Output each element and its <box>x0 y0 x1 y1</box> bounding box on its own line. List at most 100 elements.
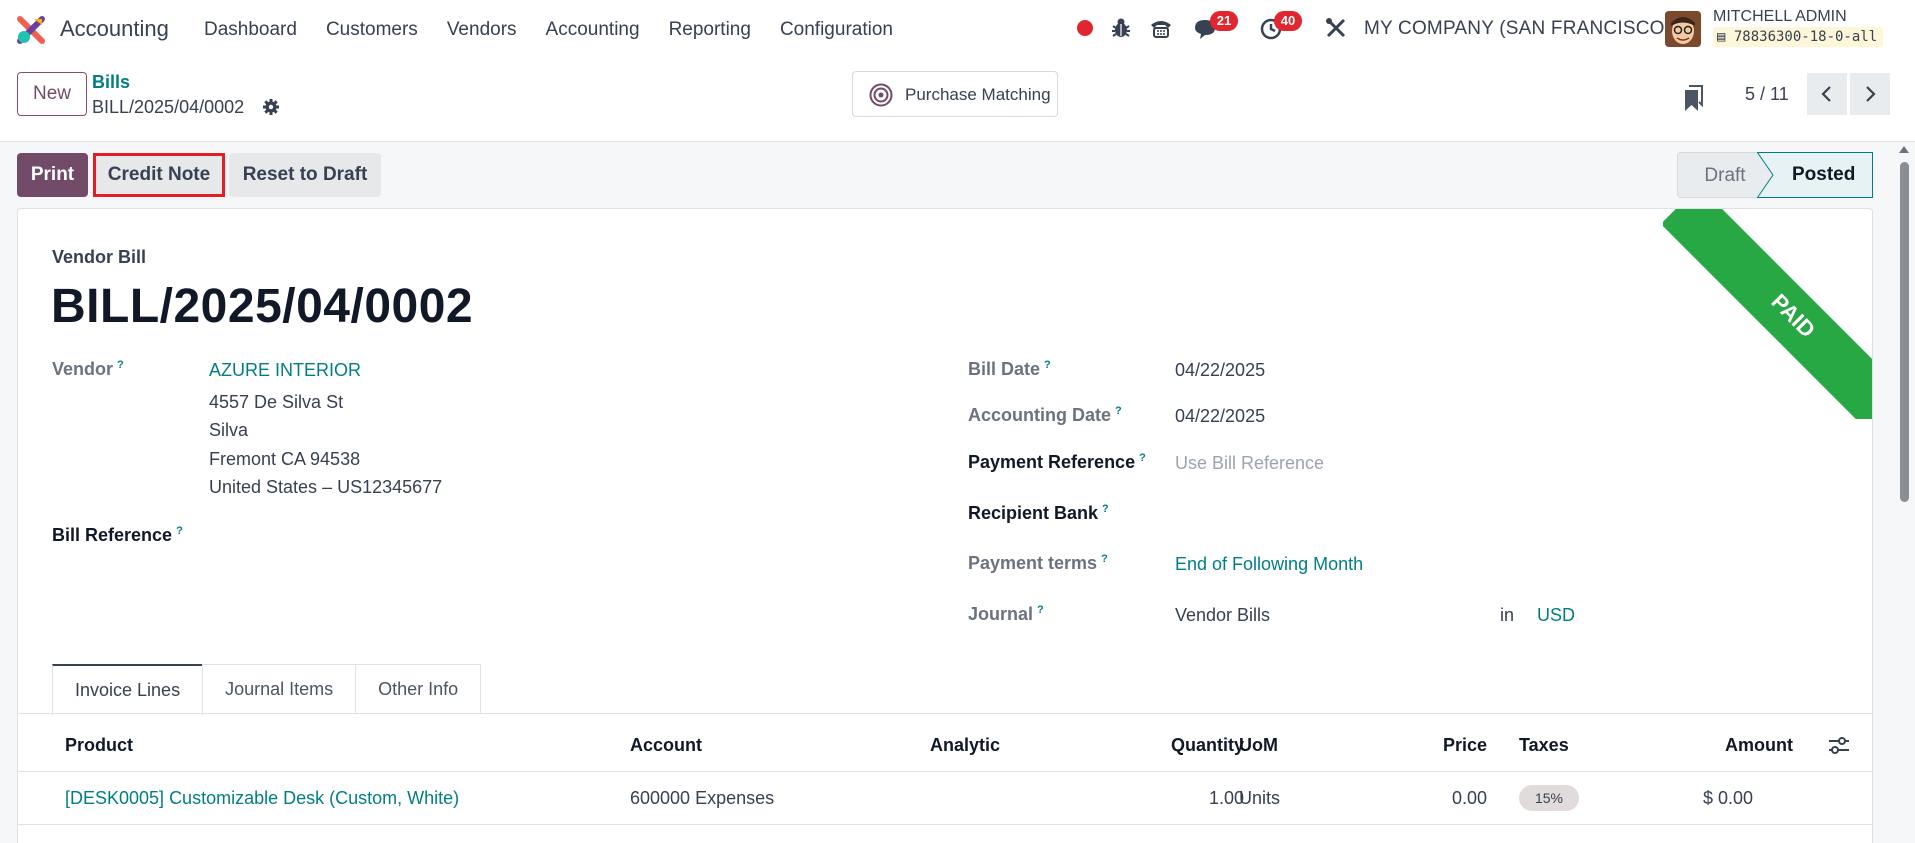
line-account[interactable]: 600000 Expenses <box>630 788 775 808</box>
scrollbar-thumb[interactable] <box>1900 162 1909 502</box>
vendor-label: Vendor? <box>52 359 124 380</box>
database-icon: ▤ <box>1717 29 1734 45</box>
scroll-up-arrow-icon[interactable] <box>1899 146 1909 153</box>
accounting-date-label-text: Accounting Date <box>968 405 1112 425</box>
user-avatar[interactable] <box>1665 11 1701 47</box>
tab-other-info[interactable]: Other Info <box>355 664 482 714</box>
journal-field[interactable]: Vendor Bills <box>1175 605 1271 625</box>
vendor-field[interactable]: AZURE INTERIOR <box>209 360 362 380</box>
phone-icon[interactable] <box>1148 15 1174 41</box>
line-price[interactable]: 0.00 <box>1451 788 1487 808</box>
journal-in-text: in <box>1500 605 1515 625</box>
menu-reporting[interactable]: Reporting <box>668 19 751 40</box>
help-icon[interactable]: ? <box>1115 405 1122 417</box>
database-name-badge: ▤ 78836300-18-0-all <box>1713 27 1884 47</box>
column-uom[interactable]: UoM <box>1239 735 1278 755</box>
tab-journal-items[interactable]: Journal Items <box>202 664 357 714</box>
line-amount: $ 0.00 <box>1702 788 1753 808</box>
new-button[interactable]: New <box>17 72 87 116</box>
line-product[interactable]: [DESK0005] Customizable Desk (Custom, Wh… <box>65 788 460 808</box>
vendor-address-line: Silva <box>209 420 249 440</box>
recipient-bank-label-text: Recipient Bank <box>968 503 1099 523</box>
column-price[interactable]: Price <box>1442 735 1487 755</box>
pager-value[interactable]: 5 / 11 <box>1745 84 1789 104</box>
column-account[interactable]: Account <box>630 735 702 755</box>
status-posted[interactable]: Posted <box>1757 152 1873 198</box>
chevron-left-icon <box>1821 86 1831 102</box>
accounting-app-icon[interactable] <box>16 15 46 45</box>
currency-field[interactable]: USD <box>1537 605 1576 625</box>
menu-configuration[interactable]: Configuration <box>779 19 893 40</box>
column-taxes[interactable]: Taxes <box>1519 735 1569 755</box>
breadcrumb-current: BILL/2025/04/0002 <box>92 97 245 117</box>
bug-icon[interactable] <box>1108 15 1134 41</box>
help-icon[interactable]: ? <box>1037 604 1044 616</box>
tools-icon[interactable] <box>1323 15 1349 41</box>
company-switcher[interactable]: MY COMPANY (SAN FRANCISCO) <box>1364 18 1672 39</box>
ribbon-band <box>1663 209 1872 419</box>
accounting-date-field[interactable]: 04/22/2025 <box>1175 406 1266 426</box>
paid-ribbon: PAID <box>1663 209 1872 419</box>
menu-customers[interactable]: Customers <box>325 19 418 40</box>
recipient-bank-input[interactable] <box>1175 499 1675 529</box>
bill-date-field[interactable]: 04/22/2025 <box>1175 360 1266 380</box>
line-quantity[interactable]: 1.00 <box>1208 788 1244 808</box>
help-icon[interactable]: ? <box>117 359 124 371</box>
bill-date-label-text: Bill Date <box>968 359 1041 379</box>
help-icon[interactable]: ? <box>1102 503 1109 515</box>
tabs-divider <box>18 713 1872 714</box>
line-tax-badge[interactable]: 15% <box>1519 785 1579 811</box>
column-amount[interactable]: Amount <box>1725 735 1793 755</box>
menu-vendors[interactable]: Vendors <box>446 19 517 40</box>
activities-count-badge: 40 <box>1274 11 1302 31</box>
bill-reference-input[interactable] <box>209 521 769 551</box>
app-name[interactable]: Accounting <box>60 16 169 41</box>
pager-next-button[interactable] <box>1850 73 1890 115</box>
column-settings-icon[interactable] <box>1828 736 1850 756</box>
menu-dashboard[interactable]: Dashboard <box>204 19 297 40</box>
attachment-bookmark-icon[interactable] <box>1682 83 1706 113</box>
column-analytic[interactable]: Analytic <box>930 735 1001 755</box>
bill-date-label: Bill Date? <box>968 359 1051 380</box>
user-name[interactable]: MITCHELL ADMIN <box>1713 8 1847 25</box>
help-icon[interactable]: ? <box>1139 452 1146 464</box>
notebook-tabs: Invoice Lines Journal Items Other Info <box>52 664 482 715</box>
recording-indicator-icon[interactable] <box>1077 20 1093 36</box>
line-uom[interactable]: Units <box>1239 788 1281 808</box>
target-icon <box>869 83 893 107</box>
bill-reference-label: Bill Reference? <box>52 525 183 546</box>
reset-to-draft-button[interactable]: Reset to Draft <box>229 153 381 197</box>
journal-label: Journal? <box>968 604 1044 625</box>
purchase-matching-button[interactable]: Purchase Matching <box>852 71 1058 117</box>
control-panel: New Bills BILL/2025/04/0002 Purchase Mat… <box>0 58 1915 142</box>
payment-terms-label-text: Payment terms <box>968 553 1098 573</box>
help-icon[interactable]: ? <box>1101 553 1108 565</box>
credit-note-button[interactable]: Credit Note <box>93 153 225 197</box>
journal-label-text: Journal <box>968 604 1034 624</box>
database-name: 78836300-18-0-all <box>1733 29 1878 45</box>
document-type: Vendor Bill <box>52 247 147 267</box>
row-divider <box>18 824 1872 825</box>
pager-previous-button[interactable] <box>1807 73 1847 115</box>
help-icon[interactable]: ? <box>176 525 183 537</box>
payment-terms-field[interactable]: End of Following Month <box>1175 554 1364 574</box>
accounting-date-label: Accounting Date? <box>968 405 1122 426</box>
help-icon[interactable]: ? <box>1044 359 1051 371</box>
column-product[interactable]: Product <box>65 735 134 755</box>
vendor-address-line: 4557 De Silva St <box>209 392 344 412</box>
form-sheet: PAID Vendor Bill BILL/2025/04/0002 Vendo… <box>17 208 1873 843</box>
status-arrow-shape <box>1757 152 1873 198</box>
gear-icon[interactable] <box>262 98 280 116</box>
main-menu: Dashboard Customers Vendors Accounting R… <box>204 19 922 41</box>
payment-reference-input[interactable]: Use Bill Reference <box>1175 453 1325 473</box>
vendor-label-text: Vendor <box>52 359 114 379</box>
payment-reference-label-text: Payment Reference <box>968 452 1136 472</box>
menu-accounting[interactable]: Accounting <box>545 19 640 40</box>
tab-invoice-lines[interactable]: Invoice Lines <box>52 664 204 715</box>
breadcrumb-bills[interactable]: Bills <box>92 72 131 92</box>
print-button[interactable]: Print <box>17 153 88 197</box>
chevron-right-icon <box>1866 86 1876 102</box>
status-draft[interactable]: Draft <box>1677 152 1773 198</box>
vendor-address-line: Fremont CA 94538 <box>209 449 361 469</box>
column-quantity[interactable]: Quantity <box>1170 735 1244 755</box>
